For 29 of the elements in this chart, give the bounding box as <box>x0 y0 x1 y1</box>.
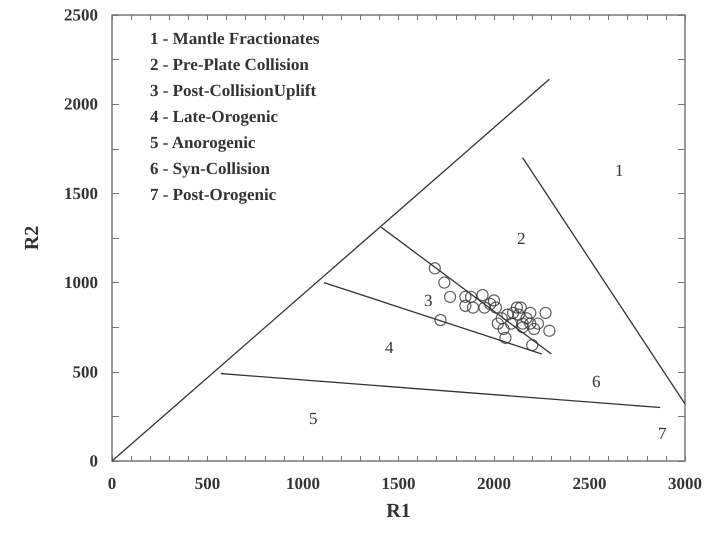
x-tick-label: 500 <box>194 474 220 493</box>
annotation: 2 - Pre-Plate Collision <box>150 55 310 74</box>
annotation: 5 - Anorogenic <box>150 133 256 152</box>
annotation: 6 <box>592 372 600 391</box>
y-tick-label: 1000 <box>64 273 98 292</box>
annotation: 1 - Mantle Fractionates <box>150 29 320 48</box>
annotation: 6 - Syn-Collision <box>150 159 271 178</box>
annotation: 5 <box>309 409 318 428</box>
annotation: 7 <box>658 424 667 443</box>
y-axis-title: R2 <box>21 226 43 250</box>
x-tick-label: 1500 <box>382 474 416 493</box>
annotation: 2 <box>517 229 526 248</box>
x-tick-label: 1000 <box>286 474 320 493</box>
y-tick-label: 500 <box>72 362 98 382</box>
x-tick-label: 2000 <box>477 474 511 493</box>
annotation: 1 <box>615 161 624 180</box>
annotation: 3 - Post-CollisionUplift <box>150 81 317 100</box>
x-tick-label: 2500 <box>572 474 606 493</box>
annotation: 7 - Post-Orogenic <box>150 185 277 204</box>
y-tick-label: 2500 <box>64 6 98 24</box>
annotation: 4 - Late-Orogenic <box>150 107 279 126</box>
y-tick-label: 2000 <box>64 94 98 114</box>
x-tick-label: 0 <box>108 474 116 493</box>
y-tick-label: 0 <box>90 452 98 470</box>
x-axis-title: R1 <box>386 500 411 522</box>
annotation: 3 <box>424 291 432 310</box>
x-tick-label: 3000 <box>668 474 702 493</box>
y-tick-label: 1500 <box>64 184 98 203</box>
annotation: 4 <box>385 338 394 357</box>
